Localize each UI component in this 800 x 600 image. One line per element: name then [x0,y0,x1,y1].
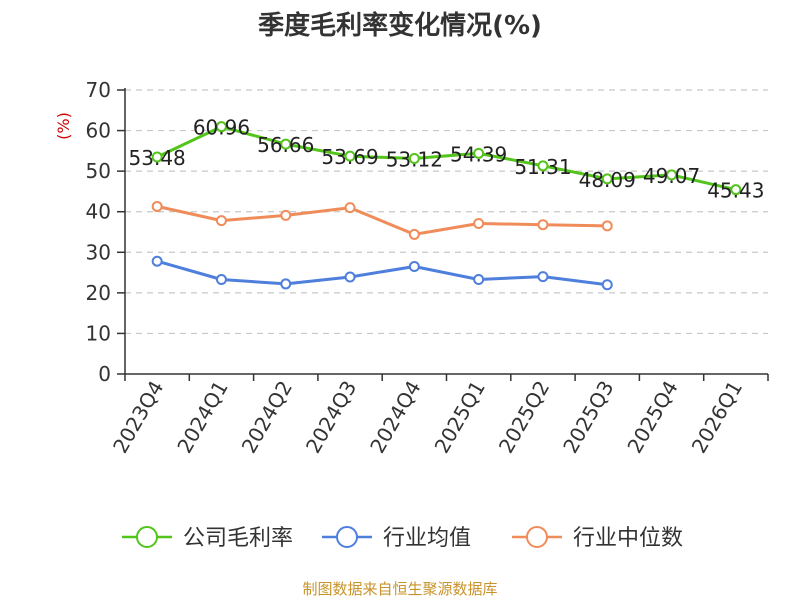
gridlines [125,89,768,335]
legend-marker [136,526,158,548]
data-label: 48.09 [579,168,636,192]
y-tick-label: 10 [86,321,111,345]
data-point [215,215,227,227]
data-point [280,138,292,150]
data-point [473,147,485,159]
series-line [156,259,608,287]
data-label: 45.43 [707,179,764,203]
data-point [537,271,549,283]
legend-label: 行业中位数 [573,526,683,551]
chart-title: 季度毛利率变化情况(%) [258,10,542,41]
y-tick-label: 40 [86,200,111,224]
x-tick-label: 2024Q3 [301,377,361,458]
data-point [537,219,549,231]
data-point [151,255,163,267]
data-point [215,273,227,285]
data-label: 51.31 [514,155,571,179]
legend: 公司毛利率 行业均值 行业中位数 [122,526,683,551]
y-tick-label: 50 [86,159,111,183]
legend-marker [526,526,548,548]
y-tick-label: 30 [86,240,111,264]
x-tick-label: 2025Q1 [430,377,490,458]
data-label: 60.96 [193,116,250,140]
data-label: 53.69 [321,145,378,169]
series-line [156,125,737,192]
series-line [156,204,608,236]
data-point [537,160,549,172]
data-point [408,152,420,164]
data-point [473,273,485,285]
data-label: 53.48 [129,146,186,170]
x-tick-label: 2026Q1 [687,377,747,458]
data-point [151,151,163,163]
series-lines [151,121,742,291]
y-tick-label: 0 [98,362,111,386]
x-tick-label: 2024Q2 [237,377,297,458]
data-point [408,228,420,240]
x-tick-label: 2025Q3 [558,377,618,458]
data-point [408,260,420,272]
data-point [344,150,356,162]
legend-label: 行业均值 [383,526,471,551]
data-point [601,173,613,185]
legend-label: 公司毛利率 [183,526,293,551]
x-tick-label: 2024Q1 [172,377,232,458]
y-tick-label: 70 [86,78,111,102]
data-label: 49.07 [643,164,700,188]
data-point [215,121,227,133]
source-note: 制图数据来自恒生聚源数据库 [302,580,497,598]
y-tick-label: 20 [86,281,111,305]
data-label: 56.66 [257,133,314,157]
data-point [601,279,613,291]
data-point [344,271,356,283]
x-tick-label: 2025Q4 [622,377,682,458]
data-point [280,209,292,221]
data-labels: 53.48 60.96 56.66 53.69 53.12 54.39 51.31 48.09… [129,116,765,203]
data-label: 54.39 [450,142,507,166]
data-point [151,200,163,212]
data-point [730,184,742,196]
data-point [666,169,678,181]
data-label: 53.12 [386,147,443,171]
x-tick-label: 2025Q2 [494,377,554,458]
x-tick-label: 2023Q4 [108,377,168,458]
y-axis-label: (%) [54,112,73,140]
data-point [473,217,485,229]
data-point [280,278,292,290]
x-tick-label: 2024Q4 [365,377,425,458]
data-point [601,220,613,232]
legend-marker [336,526,358,548]
data-point [344,202,356,214]
y-tick-label: 60 [86,119,111,143]
